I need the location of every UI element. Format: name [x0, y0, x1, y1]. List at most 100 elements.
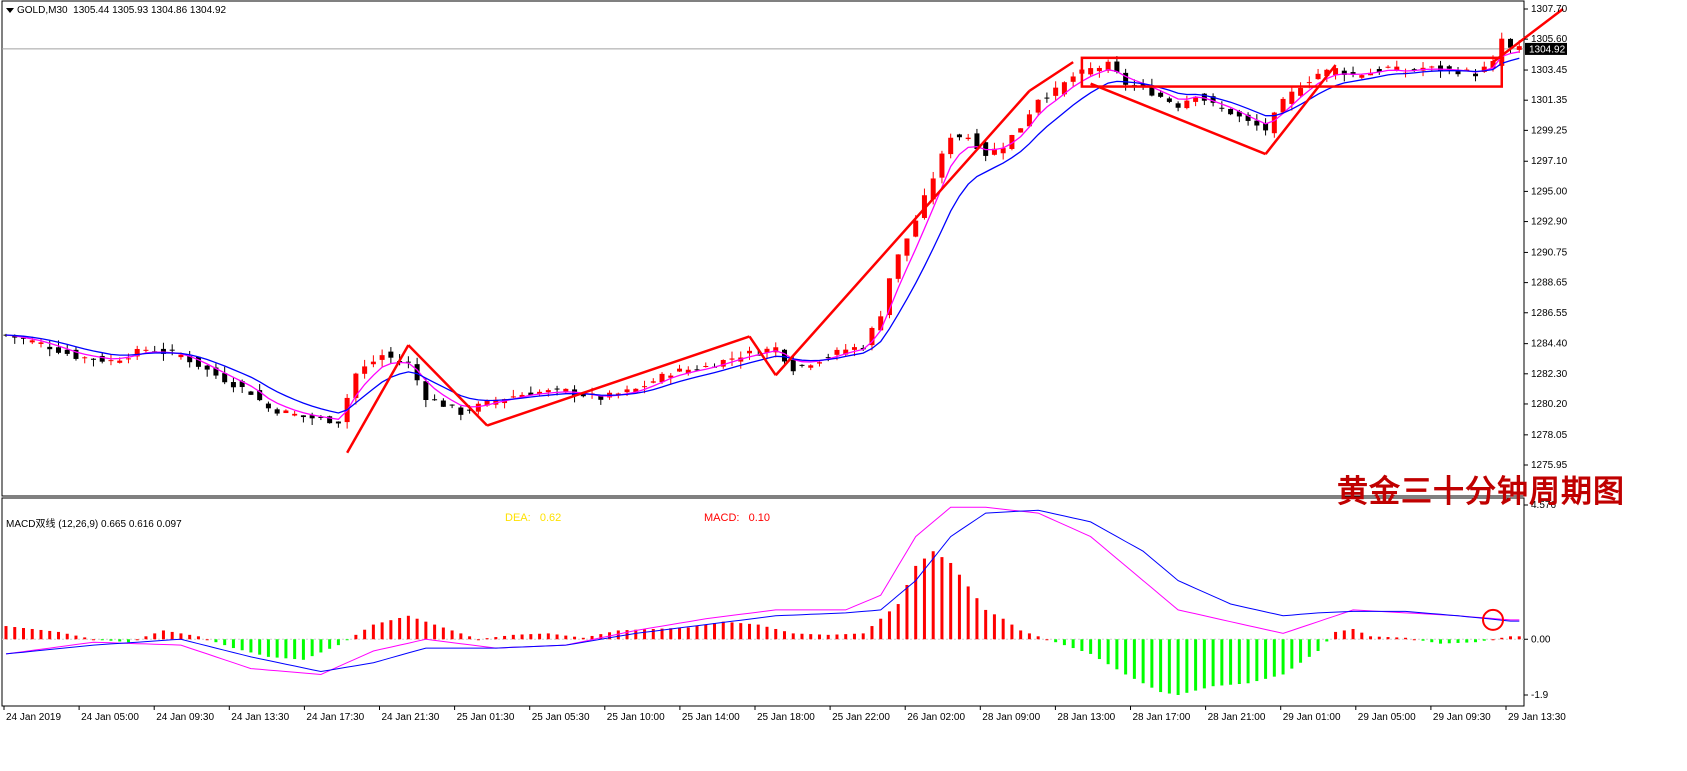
candle-body[interactable] [239, 381, 245, 388]
candle-body[interactable] [1438, 65, 1444, 71]
macd-panel[interactable] [4, 506, 1521, 695]
candle-body[interactable] [528, 392, 534, 396]
candle-body[interactable] [965, 137, 971, 140]
candle-body[interactable] [1324, 69, 1330, 77]
candle-body[interactable] [921, 195, 927, 218]
candle-body[interactable] [1228, 108, 1234, 115]
candle-body[interactable] [1298, 88, 1304, 96]
candle-body[interactable] [1490, 61, 1496, 69]
candle-body[interactable] [1289, 91, 1295, 104]
candle-body[interactable] [825, 357, 831, 359]
candle-body[interactable] [99, 355, 105, 362]
candle-body[interactable] [134, 348, 140, 357]
candle-body[interactable] [694, 369, 700, 371]
candle-body[interactable] [178, 354, 184, 358]
candle-body[interactable] [1245, 114, 1251, 121]
candle-body[interactable] [939, 153, 945, 178]
candle-body[interactable] [685, 369, 691, 374]
candle-body[interactable] [274, 409, 280, 414]
candle-body[interactable] [204, 365, 210, 370]
candle-body[interactable] [222, 373, 228, 383]
candle-body[interactable] [449, 404, 455, 406]
candle-body[interactable] [1166, 98, 1172, 102]
candle-body[interactable] [1061, 82, 1067, 95]
candle-body[interactable] [1341, 70, 1347, 75]
candle-body[interactable] [195, 356, 201, 367]
candle-body[interactable] [1088, 68, 1094, 75]
candle-body[interactable] [1201, 93, 1207, 101]
candle-body[interactable] [1508, 38, 1514, 48]
dropdown-triangle-icon[interactable] [6, 7, 14, 13]
price-panel[interactable] [3, 32, 1522, 429]
candle-body[interactable] [300, 415, 306, 418]
candle-body[interactable] [1333, 68, 1339, 76]
candle-body[interactable] [1473, 73, 1479, 77]
candle-body[interactable] [1516, 46, 1522, 50]
candle-body[interactable] [1053, 87, 1059, 96]
candle-body[interactable] [475, 403, 481, 412]
candle-body[interactable] [1018, 128, 1024, 133]
candle-body[interactable] [878, 316, 884, 331]
candle-body[interactable] [432, 399, 438, 401]
candle-body[interactable] [1070, 76, 1076, 82]
candle-body[interactable] [230, 382, 236, 388]
candle-body[interactable] [948, 137, 954, 155]
candle-body[interactable] [117, 360, 123, 363]
candle-body[interactable] [808, 365, 814, 368]
candle-body[interactable] [493, 399, 499, 405]
candle-body[interactable] [642, 386, 648, 388]
candle-body[interactable] [1236, 111, 1242, 117]
candle-body[interactable] [335, 421, 341, 424]
candle-body[interactable] [379, 355, 385, 360]
candle-body[interactable] [160, 348, 166, 354]
candle-body[interactable] [309, 415, 315, 419]
candle-body[interactable] [213, 367, 219, 376]
candle-body[interactable] [703, 365, 709, 367]
candle-body[interactable] [1429, 66, 1435, 68]
candle-body[interactable] [1193, 96, 1199, 102]
candle-body[interactable] [1254, 120, 1260, 126]
candle-body[interactable] [29, 340, 35, 343]
candle-body[interactable] [764, 348, 770, 353]
candle-body[interactable] [580, 393, 586, 397]
candle-body[interactable] [1175, 103, 1181, 108]
candle-body[interactable] [405, 361, 411, 363]
candle-body[interactable] [729, 358, 735, 360]
candle-body[interactable] [265, 403, 271, 409]
candle-body[interactable] [327, 416, 333, 424]
candle-body[interactable] [1105, 61, 1111, 71]
candle-body[interactable] [1350, 72, 1356, 75]
candle-body[interactable] [82, 357, 88, 359]
candle-body[interactable] [1219, 107, 1225, 109]
candle-body[interactable] [1000, 148, 1006, 154]
candle-body[interactable] [440, 400, 446, 407]
candle-body[interactable] [1149, 85, 1155, 96]
candle-body[interactable] [423, 381, 429, 400]
candle-body[interactable] [388, 351, 394, 358]
candle-body[interactable] [747, 350, 753, 354]
candle-body[interactable] [187, 355, 193, 363]
candle-body[interactable] [169, 349, 175, 351]
candle-body[interactable] [1271, 112, 1277, 134]
candle-body[interactable] [370, 361, 376, 365]
candle-body[interactable] [1026, 114, 1032, 127]
candle-body[interactable] [125, 358, 131, 360]
candle-body[interactable] [1446, 66, 1452, 69]
candle-body[interactable] [467, 409, 473, 411]
candle-body[interactable] [318, 416, 324, 418]
candle-body[interactable] [1184, 100, 1190, 109]
candle-body[interactable] [720, 360, 726, 367]
candle-body[interactable] [1315, 73, 1321, 80]
candle-body[interactable] [1385, 66, 1391, 68]
candle-body[interactable] [956, 134, 962, 138]
candle-body[interactable] [974, 133, 980, 150]
candle-body[interactable] [1368, 72, 1374, 76]
candle-body[interactable] [108, 360, 114, 362]
candle-body[interactable] [991, 148, 997, 155]
candle-body[interactable] [143, 349, 149, 351]
candle-body[interactable] [1455, 71, 1461, 75]
candle-body[interactable] [414, 364, 420, 381]
candle-body[interactable] [869, 327, 875, 346]
candle-body[interactable] [1464, 69, 1470, 71]
candle-body[interactable] [510, 396, 516, 398]
